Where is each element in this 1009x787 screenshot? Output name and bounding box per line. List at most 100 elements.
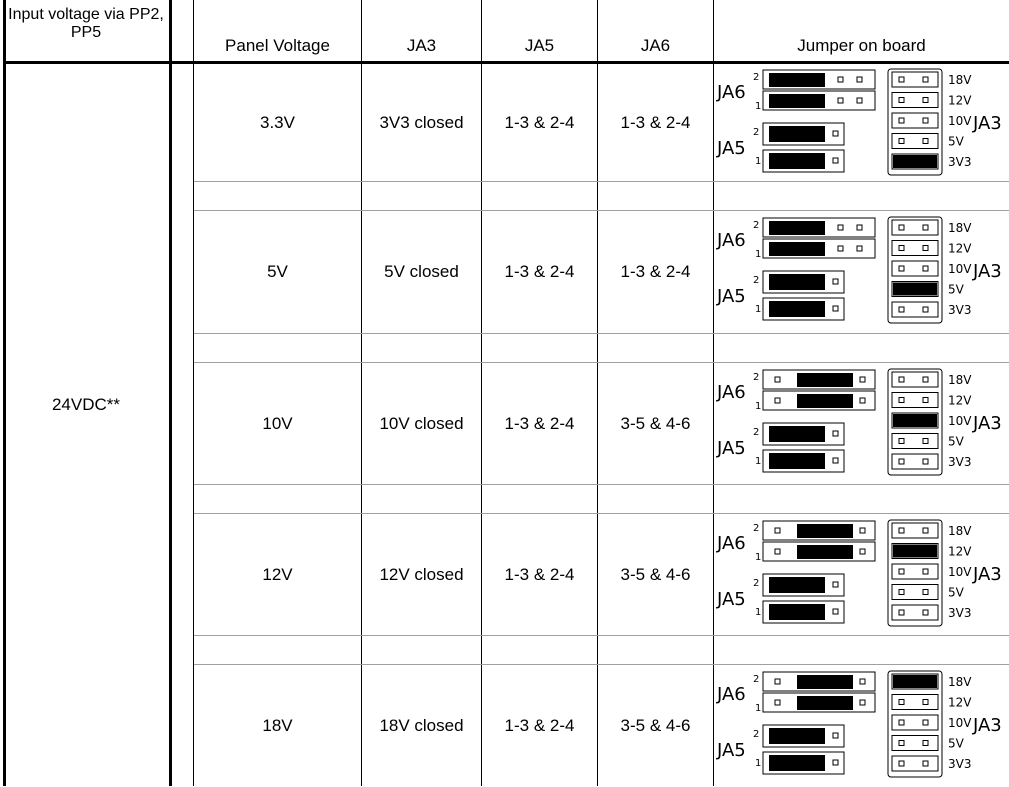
jumper-svg: JA6 2 1 JA5 2 1 18V 12V 10V 5V 3V3 JA3 [716,519,1002,627]
header-bottom-border [3,61,1009,64]
jumper-pin [859,548,866,555]
jumper-cap [797,675,853,689]
pin-number: 1 [755,703,761,714]
jumper-pin [832,430,839,437]
ja6-header-row [762,69,876,90]
jumper-pin [837,224,844,231]
jumper-pin [898,699,905,705]
ja3-pin-row [891,522,939,539]
column-divider [169,0,172,786]
ja5-header-row [762,724,845,748]
ja6-header-row [762,692,876,713]
ja5-diagram-label: JA5 [716,740,746,761]
ja6-diagram-label: JA6 [716,533,746,554]
ja3-pin-row [891,219,939,236]
jumper-pin [898,117,905,124]
pin-number: 1 [755,304,761,315]
ja6-header-row [762,520,876,541]
jumper-diagram: JA6 2 1 JA5 2 1 18V 12V 10V 5V 3V3 JA3 [716,668,1009,782]
ja3-voltage-label: 3V3 [948,155,971,169]
jumper-cap [797,524,853,538]
jumper-svg: JA6 2 1 JA5 2 1 18V 12V 10V 5V 3V3 JA3 [716,68,1002,176]
ja3-pin-row [891,92,939,108]
column-divider [193,0,194,786]
ja3-voltage-label: 18V [948,524,972,538]
jumper-pin [898,76,905,83]
ja3-diagram-label: JA3 [972,113,1002,134]
pin-number: 2 [753,427,759,438]
jumper-cap [769,153,825,169]
jumper-pin [922,138,929,144]
jumper-pin [922,265,929,272]
ja3-pin-row [891,433,939,449]
table-cell-ja5: 1-3 & 2-4 [504,564,575,584]
ja6-header-row [762,390,876,411]
ja5-header-row [762,270,845,294]
header-ja3: JA3 [406,36,437,55]
ja3-pin-row [891,563,939,580]
jumper-pin [922,740,929,746]
jumper-cap [769,242,825,256]
ja3-pin-row [891,371,939,388]
jumper-cap [769,301,825,317]
jumper-pin [859,527,866,534]
ja3-voltage-label: 3V3 [948,303,971,317]
ja3-pin-row [891,604,939,621]
jumper-pin [898,719,905,726]
table-cell-ja3: 12V closed [379,564,464,584]
jumper-pin [898,397,905,403]
jumper-cap [769,755,825,771]
table-cell-panel: 5V [267,262,288,281]
ja3-pin-row [891,260,939,277]
jumper-cap [797,394,853,408]
jumper-pin [922,609,929,616]
column-divider [481,0,482,786]
ja3-pin-row [891,133,939,149]
jumper-pin [898,609,905,616]
table-cell-panel: 18V [262,715,293,735]
table-cell-panel: 10V [262,413,293,433]
pin-number: 1 [755,552,761,563]
pin-number: 2 [753,674,759,685]
header-ja5: JA5 [524,36,555,55]
jumper-pin [898,527,905,534]
ja3-voltage-label: 18V [948,373,972,387]
jumper-pin [922,527,929,534]
jumper-pin [832,157,839,164]
column-divider [361,0,362,786]
jumper-cap [797,373,853,387]
jumper-pin [898,245,905,251]
jumper-pin [922,458,929,465]
ja3-voltage-label: 12V [948,696,972,710]
jumper-diagram: JA6 2 1 JA5 2 1 18V 12V 10V 5V 3V3 JA3 [716,517,1009,631]
jumper-pin [856,76,863,83]
jumper-pin [898,458,905,465]
jumper-pin [898,740,905,746]
jumper-pin [859,397,866,404]
row-separator [194,635,1009,636]
table-cell-ja5: 1-3 & 2-4 [504,112,575,132]
jumper-pin [774,376,781,383]
ja3-pin-row [891,584,939,600]
jumper-svg: JA6 2 1 JA5 2 1 18V 12V 10V 5V 3V3 JA3 [716,368,1002,476]
jumper-diagram: JA6 2 1 JA5 2 1 18V 12V 10V 5V 3V3 JA3 [716,366,1009,480]
ja5-header-row [762,422,845,446]
ja5-diagram-label: JA5 [716,438,746,459]
ja3-voltage-label: 3V3 [948,455,971,469]
ja5-header-row [762,449,845,473]
ja3-voltage-label: 10V [948,716,972,730]
pin-number: 1 [755,456,761,467]
jumper-pin [837,76,844,83]
header-ja6: JA6 [640,36,671,55]
ja3-voltage-label: 12V [948,545,972,559]
jumper-cap [769,577,825,593]
jumper-pin [774,699,781,706]
pin-number: 2 [753,220,759,231]
jumper-pin [832,278,839,285]
jumper-cap [797,696,853,710]
header-input-voltage: Input voltage via PP2, PP5 [8,6,164,41]
header-panel-voltage: Panel Voltage [225,36,330,55]
jumper-cap [769,221,825,235]
jumper-pin [898,306,905,313]
jumper-cap [769,728,825,744]
